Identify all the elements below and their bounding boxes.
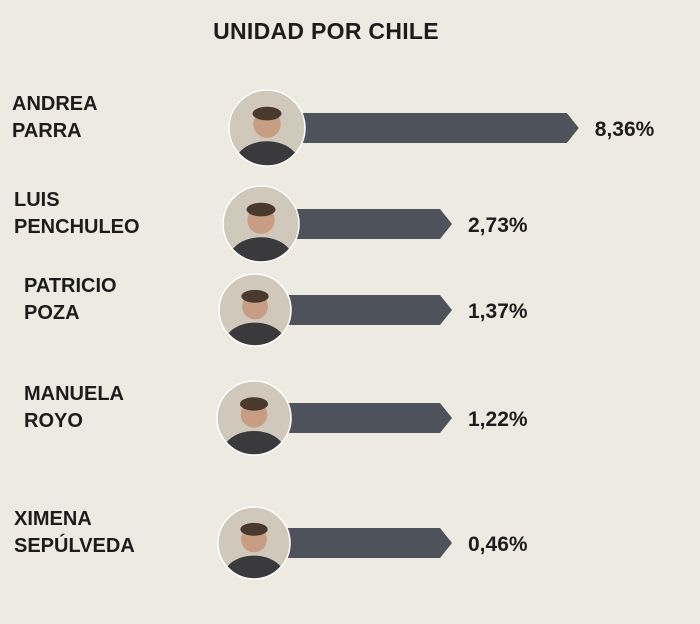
chart-title: UNIDAD POR CHILE xyxy=(213,18,439,44)
candidate-photo xyxy=(217,506,291,580)
bar xyxy=(270,113,579,143)
candidate-row: ANDREA PARRA 8,36% xyxy=(12,89,655,167)
candidate-name: ANDREA PARRA xyxy=(12,93,98,142)
candidate-row: PATRICIO POZA 1,37% xyxy=(24,273,528,347)
bar xyxy=(270,295,452,325)
candidate-photo xyxy=(216,380,292,456)
bar xyxy=(270,209,452,239)
value-label: 2,73% xyxy=(468,214,528,237)
bar xyxy=(270,528,452,558)
candidate-name: MANUELA ROYO xyxy=(24,383,124,432)
candidate-row: MANUELA ROYO 1,22% xyxy=(24,380,528,456)
candidate-name: LUIS PENCHULEO xyxy=(14,189,140,238)
candidate-row: XIMENA SEPÚLVEDA 0,46% xyxy=(14,506,528,580)
value-label: 1,37% xyxy=(468,300,528,323)
candidate-name: XIMENA SEPÚLVEDA xyxy=(14,508,135,557)
bar xyxy=(270,403,452,433)
candidate-photo xyxy=(228,89,306,167)
value-label: 1,22% xyxy=(468,408,528,431)
candidate-row: LUIS PENCHULEO 2,73% xyxy=(14,185,528,263)
value-label: 0,46% xyxy=(468,533,528,556)
candidate-photo xyxy=(222,185,300,263)
candidate-photo xyxy=(218,273,292,347)
candidate-name: PATRICIO POZA xyxy=(24,275,117,324)
value-label: 8,36% xyxy=(595,118,655,141)
